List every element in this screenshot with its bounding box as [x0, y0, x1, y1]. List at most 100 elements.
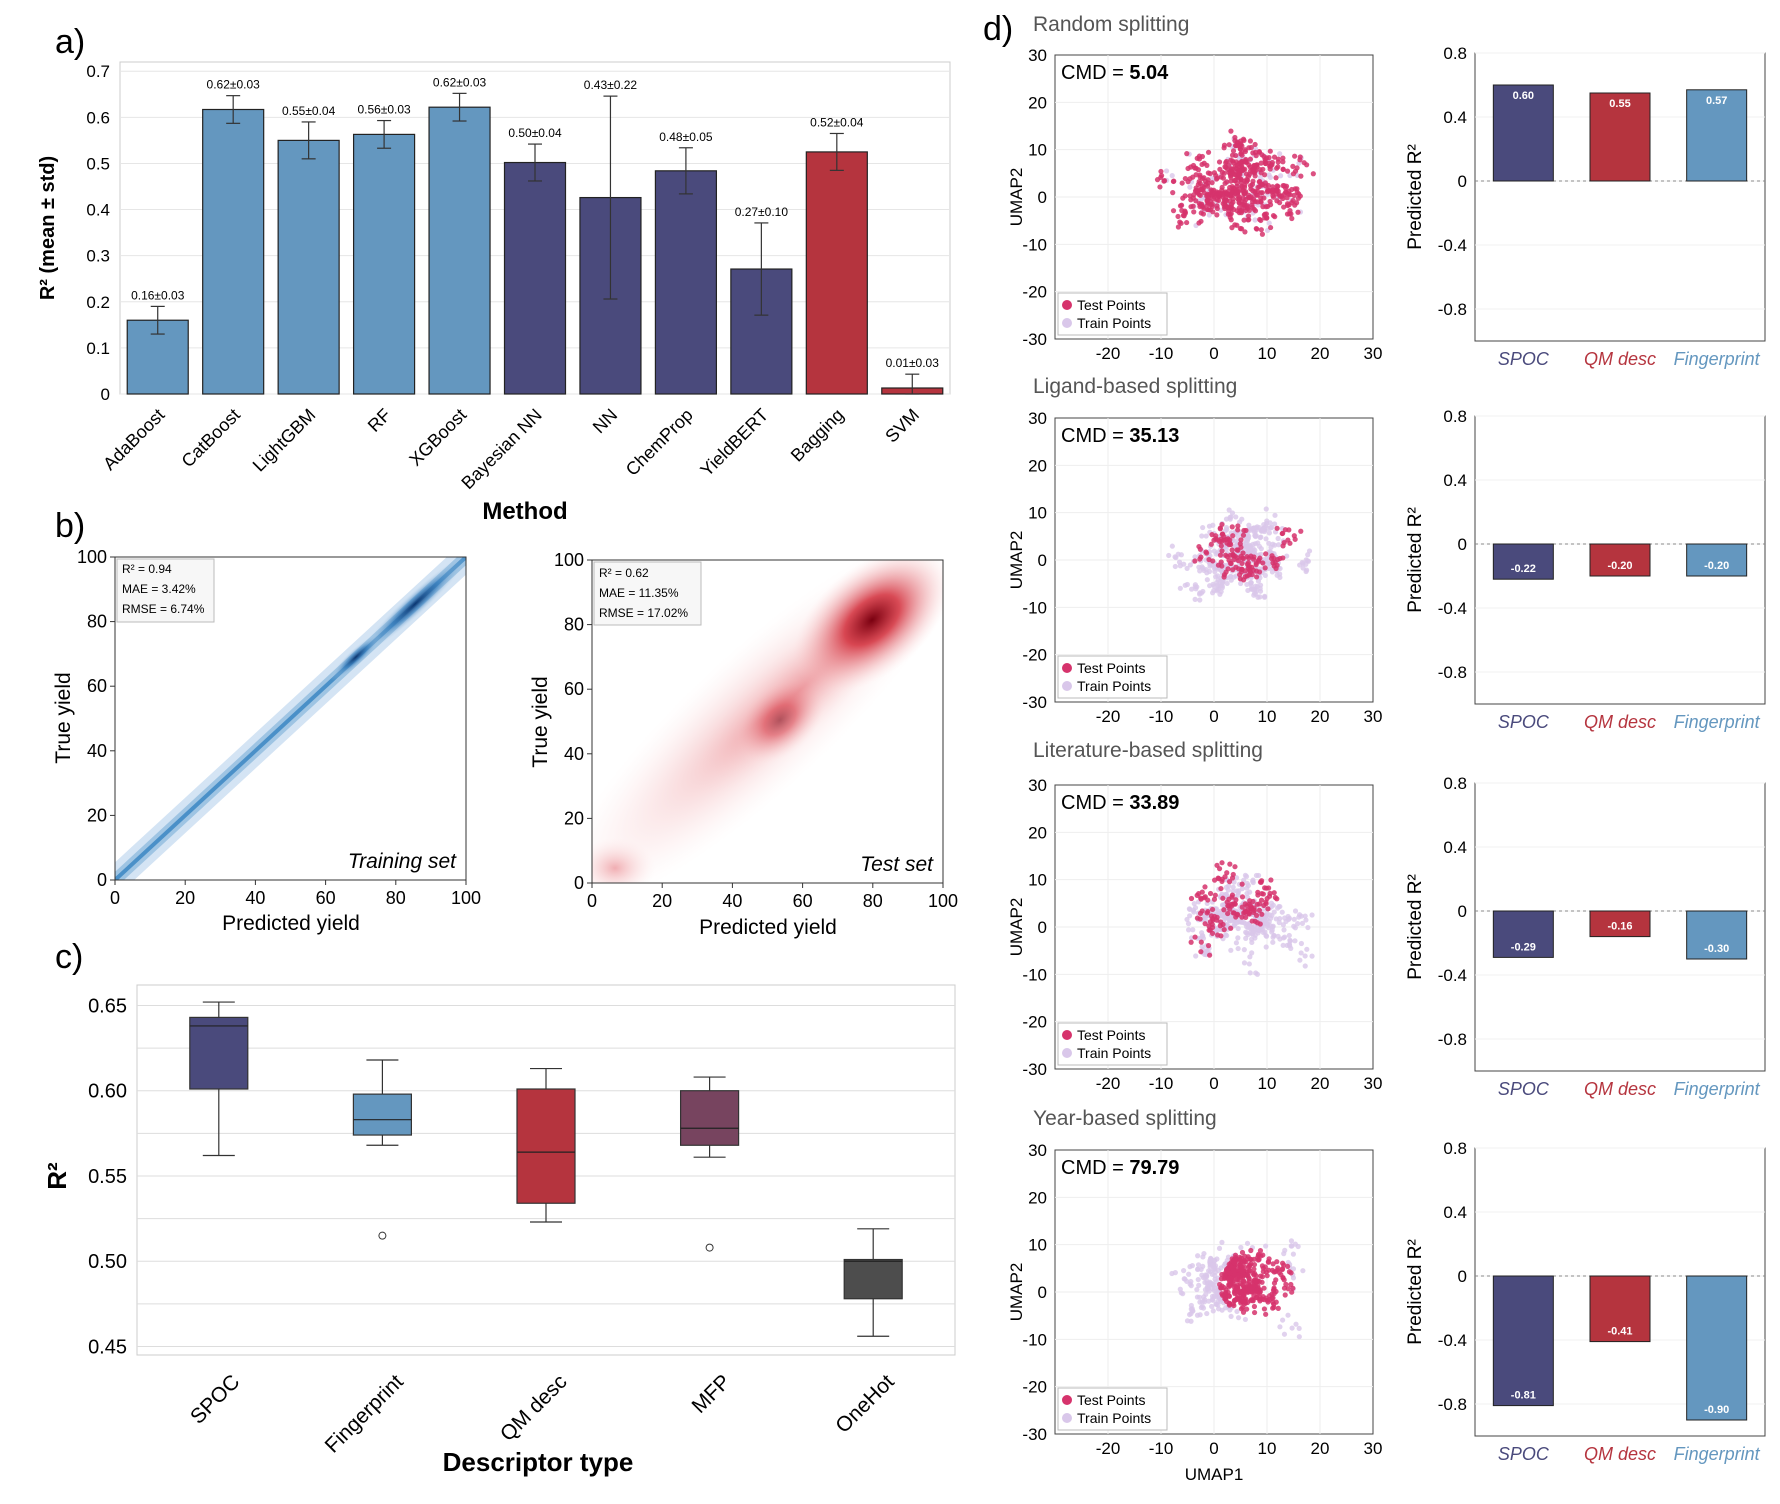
train-point	[1309, 953, 1315, 959]
test-point	[1282, 527, 1288, 533]
test-point	[1229, 166, 1235, 172]
r2-bar-value: 0.55	[1609, 98, 1630, 110]
test-point	[1232, 864, 1238, 870]
test-point	[1211, 170, 1218, 176]
test-point	[1262, 180, 1268, 186]
r2-x-tick-qm-desc: QM desc	[1584, 712, 1656, 732]
test-point	[1241, 217, 1247, 223]
panel-c-y-tick-label: 0.60	[88, 1081, 127, 1103]
legend-test-label: Test Points	[1077, 1392, 1145, 1408]
test-point	[1241, 1278, 1247, 1284]
train-point	[1227, 918, 1233, 924]
test-point	[1253, 153, 1259, 159]
y-tick-label: 80	[87, 612, 107, 632]
test-point	[1198, 939, 1204, 945]
train-point	[1238, 580, 1244, 587]
test-point	[1226, 142, 1232, 148]
x-tick-mfp: MFP	[688, 1370, 736, 1418]
train-point	[1280, 1317, 1286, 1323]
x-tick-qm-desc: QM desc	[496, 1370, 572, 1446]
legend-test-label: Test Points	[1077, 297, 1145, 313]
r2-x-tick-fingerprint: Fingerprint	[1674, 1079, 1761, 1099]
train-point	[1263, 944, 1269, 950]
r2-y-axis-label: Predicted R²	[1405, 144, 1426, 250]
test-point	[1267, 148, 1273, 154]
test-point	[1248, 144, 1254, 151]
train-point	[1233, 940, 1240, 946]
test-point	[1216, 866, 1223, 872]
test-point	[1207, 170, 1213, 177]
r2-x-tick-spoc: SPOC	[1498, 1079, 1550, 1099]
train-point	[1200, 1305, 1207, 1311]
train-point	[1192, 596, 1198, 602]
split-title: Random splitting	[1033, 13, 1189, 36]
test-point	[1253, 912, 1260, 918]
r2-y-tick: -0.4	[1438, 1331, 1467, 1350]
umap-x-tick: -10	[1149, 344, 1174, 363]
test-point	[1220, 895, 1226, 901]
test-point	[1235, 196, 1241, 202]
bar-bagging	[805, 151, 868, 395]
umap-y-tick: 20	[1028, 456, 1047, 475]
train-point	[1299, 920, 1306, 926]
test-point	[1257, 879, 1264, 885]
test-point	[1264, 1273, 1270, 1279]
train-point	[1212, 1293, 1218, 1299]
r2-x-tick-fingerprint: Fingerprint	[1674, 349, 1761, 369]
test-point	[1197, 172, 1203, 178]
test-point	[1263, 899, 1269, 905]
x-tick-spoc: SPOC	[186, 1370, 244, 1428]
r2-y-tick: 0.4	[1443, 838, 1467, 857]
r2-y-tick: 0.8	[1443, 44, 1467, 63]
umap-y-tick: 30	[1028, 776, 1047, 795]
y-tick-label: 0	[97, 870, 107, 890]
test-point	[1242, 147, 1248, 153]
train-point	[1252, 932, 1258, 938]
r2-bar-value: -0.29	[1511, 941, 1536, 953]
test-point	[1248, 553, 1254, 559]
panel-b2-x-axis-label: Predicted yield	[699, 916, 837, 939]
test-point	[1235, 523, 1241, 529]
panel-c-box-plot: 0.45 0.50 0.55 0.60 0.65 SPOC Fingerprint QM d…	[42, 984, 956, 1477]
train-point	[1175, 551, 1181, 557]
test-point	[1251, 1266, 1257, 1272]
umap-x-tick: 30	[1364, 1439, 1383, 1458]
test-point	[1261, 195, 1267, 201]
test-point	[1194, 915, 1201, 921]
train-point	[1200, 565, 1206, 571]
umap-y-tick: -10	[1022, 965, 1047, 984]
train-point	[1288, 1238, 1295, 1244]
test-point	[1239, 560, 1245, 566]
test-point	[1235, 1272, 1241, 1278]
train-point	[1245, 535, 1251, 542]
test-point	[1284, 211, 1291, 217]
test-point	[1193, 198, 1199, 204]
training-stat-rmse: RMSE = 6.74%	[122, 602, 205, 616]
train-point	[1298, 950, 1304, 956]
test-point	[1288, 1281, 1294, 1288]
train-point	[1302, 963, 1308, 969]
umap-x-axis-label: UMAP1	[1185, 1465, 1244, 1484]
train-point	[1201, 1250, 1207, 1257]
umap-y-tick: 0	[1038, 188, 1047, 207]
test-point	[1289, 215, 1295, 222]
cmd-prefix: CMD =	[1061, 792, 1129, 814]
test-point	[1202, 921, 1208, 927]
test-point	[1179, 180, 1185, 186]
test-point	[1205, 897, 1211, 903]
train-point	[1270, 939, 1276, 945]
train-point	[1169, 173, 1175, 179]
test-point	[1242, 1272, 1248, 1278]
test-point	[1237, 576, 1243, 582]
r2-bars-row-3: 0.8 0.4 0 -0.4 -0.8 -0.81 SPOC -0.41 QM desc -0.9…	[1405, 1139, 1766, 1464]
cmd-label: CMD = 79.79	[1061, 1157, 1179, 1179]
test-point	[1235, 547, 1241, 553]
test-point	[1196, 178, 1202, 185]
train-point	[1258, 534, 1264, 540]
train-point	[1200, 588, 1206, 595]
umap-legend	[1057, 292, 1168, 336]
x-tick-label: 20	[175, 888, 195, 908]
test-point	[1232, 1297, 1238, 1303]
train-point	[1247, 954, 1253, 960]
test-point	[1247, 138, 1254, 144]
